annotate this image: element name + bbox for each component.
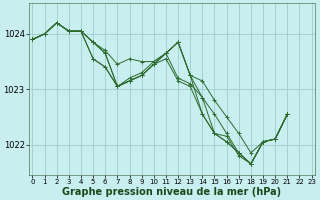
X-axis label: Graphe pression niveau de la mer (hPa): Graphe pression niveau de la mer (hPa) (62, 187, 282, 197)
